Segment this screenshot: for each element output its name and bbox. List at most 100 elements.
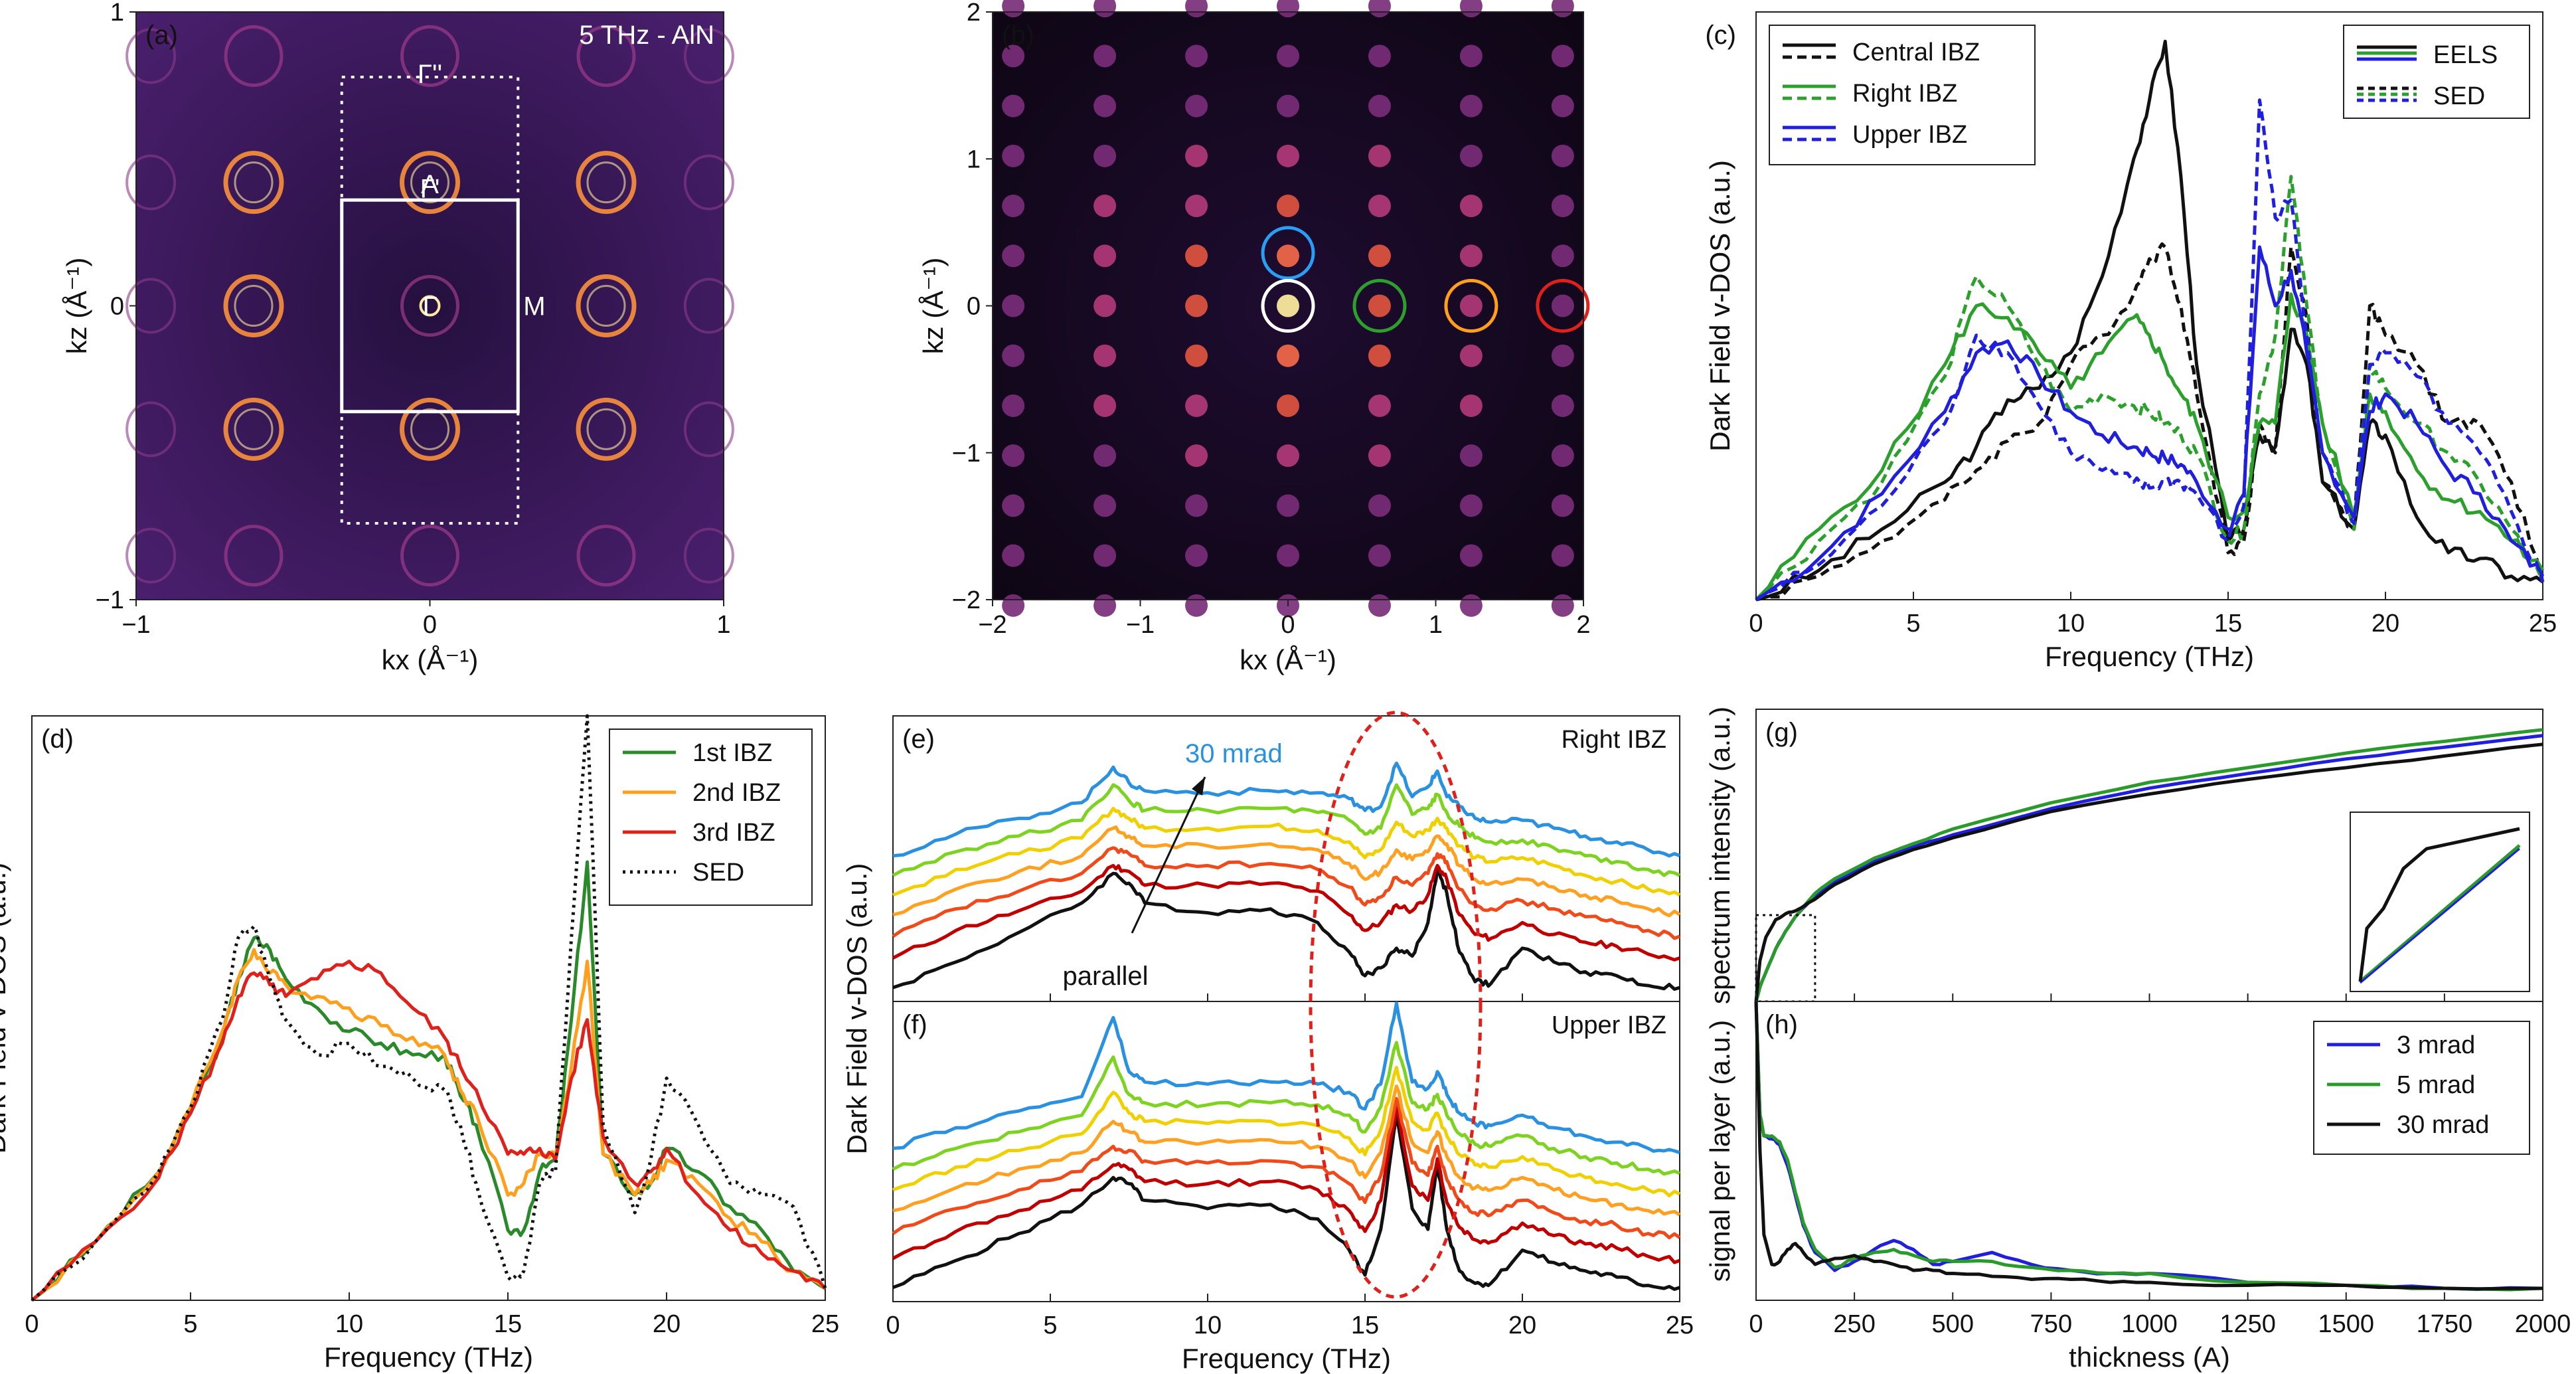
dispersion-ring — [400, 275, 459, 337]
panel-label: (f) — [902, 1010, 927, 1039]
ibz-marker-circle — [1261, 226, 1315, 280]
diffraction-spot — [1093, 544, 1117, 567]
diffraction-spot — [1368, 444, 1391, 468]
diffraction-spot — [1185, 544, 1208, 567]
annotation-arrowhead — [1192, 777, 1205, 796]
panel-d-line-chart: 0 5 10 15 20 25 Frequency (THz) Dark Field v-DO… — [0, 714, 839, 1373]
dispersion-ring-edge — [683, 154, 734, 211]
diffraction-spot — [1551, 195, 1574, 218]
diffraction-spot — [1185, 294, 1208, 317]
panel-label-h: (h) — [1765, 1010, 1798, 1039]
dispersion-ring-edge — [683, 278, 734, 334]
dispersion-ring — [400, 151, 460, 215]
diffraction-spot — [1002, 244, 1025, 268]
diffraction-spot — [1459, 594, 1483, 617]
gamma-point-ring — [419, 295, 441, 317]
x-tick-label: 1500 — [2318, 1310, 2374, 1338]
ibz-marker-circle — [1444, 279, 1498, 333]
diffraction-spot — [1093, 494, 1117, 517]
panel-e-f-line-charts: (e) Right IBZ 0 5 10 15 20 25 (f) Upper IBZ Freque… — [841, 711, 1694, 1374]
panel-label-b: (b) — [1002, 21, 1034, 50]
dispersion-ring-edge — [683, 401, 734, 458]
y-axis-label: kz (Å⁻¹) — [61, 258, 92, 355]
series-line — [31, 948, 827, 1302]
panel-label: (e) — [902, 725, 935, 754]
dispersion-ring-edge — [683, 28, 734, 84]
plot-frame — [892, 715, 1680, 1002]
x-tick-label: 750 — [2030, 1310, 2072, 1338]
dispersion-ring — [223, 397, 284, 461]
diffraction-spot — [1368, 94, 1391, 118]
series-line — [31, 960, 827, 1302]
diffraction-spot — [1093, 44, 1117, 68]
diffraction-spot — [1459, 94, 1483, 118]
diffraction-spot — [1093, 94, 1117, 118]
diffraction-spot — [1551, 44, 1574, 68]
x-tick-label: 0 — [1749, 610, 1763, 638]
diffraction-spot — [1277, 94, 1299, 118]
diffraction-spot — [1093, 195, 1117, 218]
x-tick-label: −2 — [978, 611, 1006, 639]
x-tick-label: 1750 — [2417, 1310, 2473, 1338]
diffraction-spot — [1551, 444, 1574, 468]
diffraction-spot — [1368, 494, 1391, 517]
series-line — [1755, 292, 2545, 601]
legend-box — [609, 729, 813, 906]
diffraction-spot — [1002, 444, 1025, 468]
x-tick-label: 20 — [2372, 610, 2399, 638]
diffraction-spot — [1551, 94, 1574, 118]
series-line — [1755, 242, 2545, 602]
x-tick-label: 20 — [653, 1310, 681, 1338]
y-axis-label: signal per layer (a.u.) — [1704, 1020, 1735, 1282]
legend-box — [2343, 25, 2530, 119]
series-line — [892, 783, 1681, 877]
legend-methods: EELS SED — [2343, 25, 2530, 119]
annotation-30-mrad: 30 mrad — [1185, 739, 1283, 768]
diffraction-spot — [1185, 244, 1208, 268]
x-tick-label: 500 — [1932, 1310, 1974, 1338]
x-tick-label: 0 — [423, 611, 437, 639]
diffraction-spot — [1093, 294, 1117, 317]
dispersion-ring-inner — [234, 285, 274, 327]
diffraction-spot — [1368, 344, 1391, 367]
gamma-label: Γ — [422, 292, 437, 321]
dispersion-ring-edge — [125, 154, 177, 211]
gamma-prime-label: Γ' — [420, 175, 440, 204]
x-tick-label: 15 — [494, 1310, 522, 1338]
diffraction-spot — [1185, 144, 1208, 167]
panel-c-line-chart: 0 5 10 15 20 25 Frequency (THz) Dark Field v-DO… — [1704, 11, 2557, 672]
y-tick-label: 1 — [967, 145, 981, 173]
dispersion-ring — [576, 274, 637, 337]
legend-series: Central IBZ Right IBZ Upper IBZ — [1769, 25, 2036, 165]
x-tick-label: 1000 — [2121, 1310, 2178, 1338]
diffraction-spot — [1277, 344, 1299, 367]
x-tick-label: 25 — [811, 1310, 839, 1338]
x-tick-label: 0 — [1281, 611, 1295, 639]
highlight-ellipse — [1309, 711, 1483, 1299]
x-tick-label: 1 — [1429, 611, 1443, 639]
legend-label: 30 mrad — [2397, 1111, 2489, 1139]
legend-label: EELS — [2433, 41, 2498, 69]
x-axis-label: Frequency (THz) — [1182, 1343, 1391, 1374]
y-tick-label: −1 — [952, 440, 981, 468]
diffraction-spot — [1002, 195, 1025, 218]
panel-label-a: (a) — [145, 21, 178, 50]
diffraction-spot — [1459, 195, 1483, 218]
dispersion-ring — [576, 25, 636, 87]
series-line — [892, 867, 1680, 991]
diffraction-spot — [1368, 244, 1391, 268]
diffraction-spot — [1185, 94, 1208, 118]
dispersion-ring-edge — [125, 527, 177, 584]
diffraction-spot — [1093, 594, 1117, 617]
legend: 1st IBZ 2nd IBZ 3rd IBZ SED — [609, 729, 813, 906]
diffraction-spot — [1459, 144, 1483, 167]
series-line — [1754, 1001, 2543, 1291]
diffraction-spot — [1459, 444, 1483, 468]
diffraction-spot — [1459, 344, 1483, 367]
legend-label: SED — [692, 859, 744, 887]
point-a-label: A — [421, 170, 439, 199]
diffraction-spot — [1459, 294, 1483, 317]
x-tick-label: 10 — [335, 1310, 363, 1338]
diffraction-spot — [1093, 144, 1117, 167]
